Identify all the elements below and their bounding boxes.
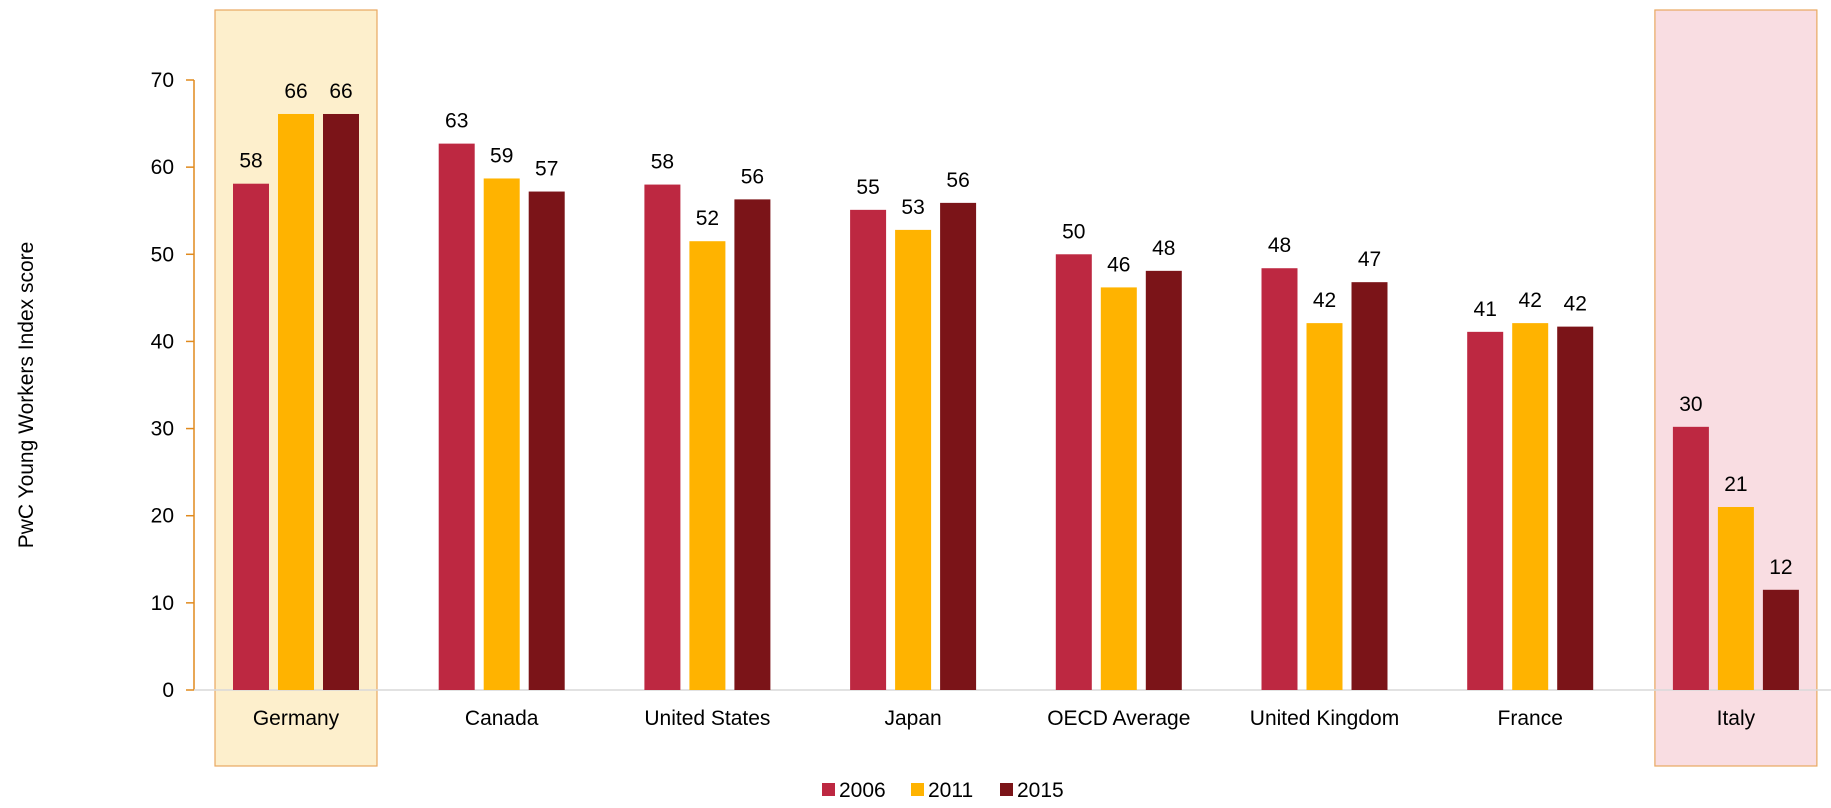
x-tick-label-germany: Germany (253, 707, 340, 730)
bar-germany-2011 (278, 113, 314, 690)
legend-swatch-2011 (911, 783, 924, 796)
bar-united-kingdom-2006 (1261, 268, 1298, 690)
y-tick-label-30: 30 (151, 418, 174, 441)
x-tick-label-japan: Japan (884, 707, 941, 730)
x-tick-label-canada: Canada (465, 707, 539, 730)
bar-france-2006 (1467, 331, 1504, 690)
bar-united-states-2006 (644, 184, 681, 691)
y-tick-label-0: 0 (162, 679, 174, 702)
bar-united-states-2015 (734, 199, 771, 690)
x-tick-label-united-kingdom: United Kingdom (1250, 707, 1399, 730)
data-label-germany-2011: 66 (284, 80, 307, 103)
data-label-france-2015: 42 (1564, 293, 1587, 316)
data-label-oecd-average-2011: 46 (1107, 253, 1130, 276)
x-tick-label-france: France (1498, 707, 1563, 730)
data-label-united-states-2011: 52 (696, 207, 719, 230)
bar-japan-2011 (895, 229, 932, 690)
bar-germany-2015 (323, 113, 359, 690)
bar-italy-2015 (1762, 589, 1799, 690)
data-label-canada-2006: 63 (445, 110, 468, 133)
data-label-italy-2015: 12 (1769, 556, 1792, 579)
data-label-germany-2015: 66 (329, 80, 352, 103)
legend-label-2011: 2011 (928, 779, 973, 802)
bar-united-kingdom-2011 (1306, 323, 1343, 690)
data-labels: 58 63 58 55 50 48 41 30 66 59 52 53 46 42 42 21 66 57 56 56… (239, 80, 1792, 579)
bar-france-2015 (1557, 326, 1594, 690)
bar-japan-2015 (940, 202, 977, 690)
x-tick-label-italy: Italy (1717, 707, 1756, 730)
legend-label-2006: 2006 (839, 779, 886, 802)
bar-oecd-average-2006 (1055, 254, 1092, 691)
data-label-japan-2011: 53 (901, 196, 924, 219)
bar-united-kingdom-2015 (1351, 282, 1388, 690)
data-label-canada-2011: 59 (490, 144, 513, 167)
y-tick-label-10: 10 (151, 592, 174, 615)
x-tick-label-united-states: United States (644, 707, 770, 730)
bar-canada-2015 (528, 191, 565, 691)
bar-italy-2006 (1672, 426, 1709, 690)
data-label-oecd-average-2006: 50 (1062, 220, 1085, 243)
data-label-united-states-2015: 56 (741, 165, 764, 188)
bar-oecd-average-2015 (1145, 270, 1182, 690)
y-tick-label-60: 60 (151, 156, 174, 179)
legend: 2006 2011 2015 (822, 779, 1064, 802)
bar-italy-2011 (1717, 507, 1754, 690)
x-tick-label-oecd-average: OECD Average (1047, 707, 1190, 730)
data-label-japan-2015: 56 (946, 169, 969, 192)
legend-label-2015: 2015 (1017, 779, 1064, 802)
data-label-united-kingdom-2015: 47 (1358, 248, 1381, 271)
y-tick-label-50: 50 (151, 243, 174, 266)
bar-france-2011 (1512, 323, 1549, 690)
legend-swatch-2006 (822, 783, 835, 796)
data-label-united-states-2006: 58 (651, 151, 674, 174)
bar-united-states-2011 (689, 241, 726, 690)
data-label-canada-2015: 57 (535, 158, 558, 181)
y-tick-label-70: 70 (151, 69, 174, 92)
data-label-france-2011: 42 (1519, 289, 1542, 312)
data-label-japan-2006: 55 (856, 176, 879, 199)
bar-germany-2006 (233, 183, 269, 690)
legend-swatch-2015 (1000, 783, 1013, 796)
data-label-united-kingdom-2006: 48 (1268, 234, 1291, 257)
bars (233, 113, 1799, 691)
data-label-france-2006: 41 (1474, 298, 1497, 321)
y-axis-label: PwC Young Workers Index score (15, 242, 38, 549)
y-tick-label-40: 40 (151, 330, 174, 353)
data-label-italy-2006: 30 (1679, 393, 1702, 416)
data-label-italy-2011: 21 (1724, 473, 1747, 496)
bar-japan-2006 (850, 209, 887, 691)
bar-canada-2011 (483, 178, 520, 690)
data-label-united-kingdom-2011: 42 (1313, 289, 1336, 312)
data-label-germany-2006: 58 (239, 150, 262, 173)
bar-oecd-average-2011 (1100, 287, 1137, 690)
bar-canada-2006 (438, 143, 475, 691)
data-label-oecd-average-2015: 48 (1152, 237, 1175, 260)
y-tick-label-20: 20 (151, 505, 174, 528)
